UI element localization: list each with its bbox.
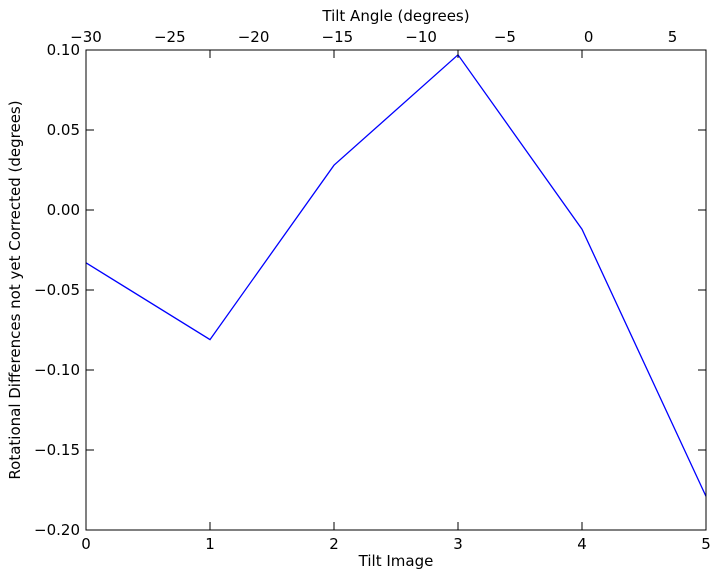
y-tick-label: 0.00 xyxy=(47,201,80,219)
y-tick-label: 0.10 xyxy=(47,41,80,59)
y-tick-label: −0.20 xyxy=(34,521,80,539)
x-tick-label: 4 xyxy=(577,535,587,553)
series-line xyxy=(85,53,707,497)
y-axis-label: Rotational Differences not yet Corrected… xyxy=(6,100,24,479)
x-tick-label: 0 xyxy=(81,535,91,553)
x-tick-label: 2 xyxy=(329,535,339,553)
top-x-tick-label: 0 xyxy=(584,28,594,46)
top-x-tick-label: −30 xyxy=(70,28,102,46)
y-tick-label: −0.10 xyxy=(34,361,80,379)
x-tick-label: 5 xyxy=(701,535,711,553)
top-x-tick-label: −15 xyxy=(322,28,354,46)
top-x-tick-label: −10 xyxy=(405,28,437,46)
top-x-tick-label: −20 xyxy=(238,28,270,46)
x-tick-label: 3 xyxy=(453,535,463,553)
axis-ticks: 0 1 2 3 4 5 −30 −25 −20 −15 −10 −5 0 5 −0.20 −0.15 −0.10… xyxy=(34,28,711,553)
plot-frame xyxy=(85,49,707,531)
top-x-tick-label: 5 xyxy=(668,28,678,46)
y-tick-label: 0.05 xyxy=(47,121,80,139)
y-tick-label: −0.05 xyxy=(34,281,80,299)
top-x-tick-label: −5 xyxy=(494,28,516,46)
top-x-axis-label: Tilt Angle (degrees) xyxy=(321,7,469,25)
top-x-tick-label: −25 xyxy=(154,28,186,46)
x-tick-label: 1 xyxy=(205,535,215,553)
y-tick-label: −0.15 xyxy=(34,441,80,459)
plot-marks xyxy=(85,53,707,497)
x-axis-label: Tilt Image xyxy=(358,552,434,570)
